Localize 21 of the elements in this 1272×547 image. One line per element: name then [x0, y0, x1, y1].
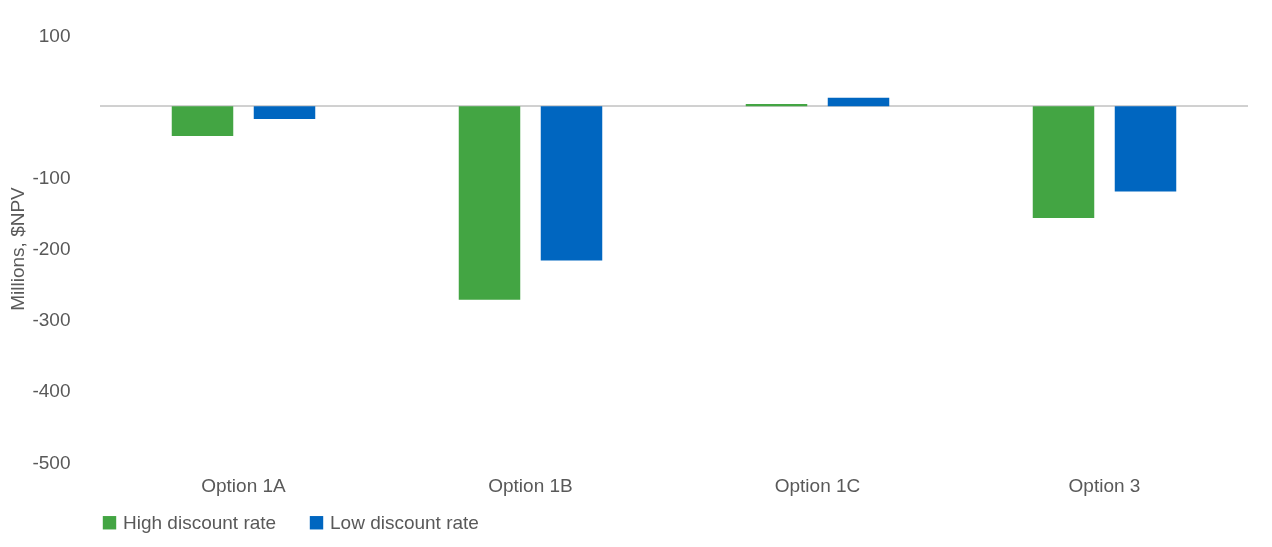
y-tick-label: -200	[32, 238, 71, 259]
y-axis-title: Millions, $NPV	[7, 186, 29, 311]
bar	[827, 97, 890, 107]
bar	[1114, 106, 1177, 192]
bar	[253, 106, 316, 119]
x-tick-label: Option 1A	[201, 474, 287, 496]
bar	[540, 106, 603, 261]
bar	[1032, 106, 1095, 218]
y-tick-label: -300	[32, 309, 71, 331]
x-tick-label: Option 1C	[774, 474, 861, 496]
legend-label: High discount rate	[123, 511, 277, 533]
bar	[171, 106, 234, 137]
bar	[458, 106, 521, 300]
bar	[745, 104, 808, 107]
y-tick-label: -500	[32, 451, 71, 473]
y-tick-label: -400	[32, 380, 71, 402]
x-tick-label: Option 3	[1068, 474, 1141, 496]
y-tick-label: 100	[38, 24, 71, 46]
legend-label: Low discount rate	[330, 511, 479, 533]
x-tick-label: Option 1B	[488, 474, 573, 496]
y-tick-label: -100	[32, 166, 71, 188]
